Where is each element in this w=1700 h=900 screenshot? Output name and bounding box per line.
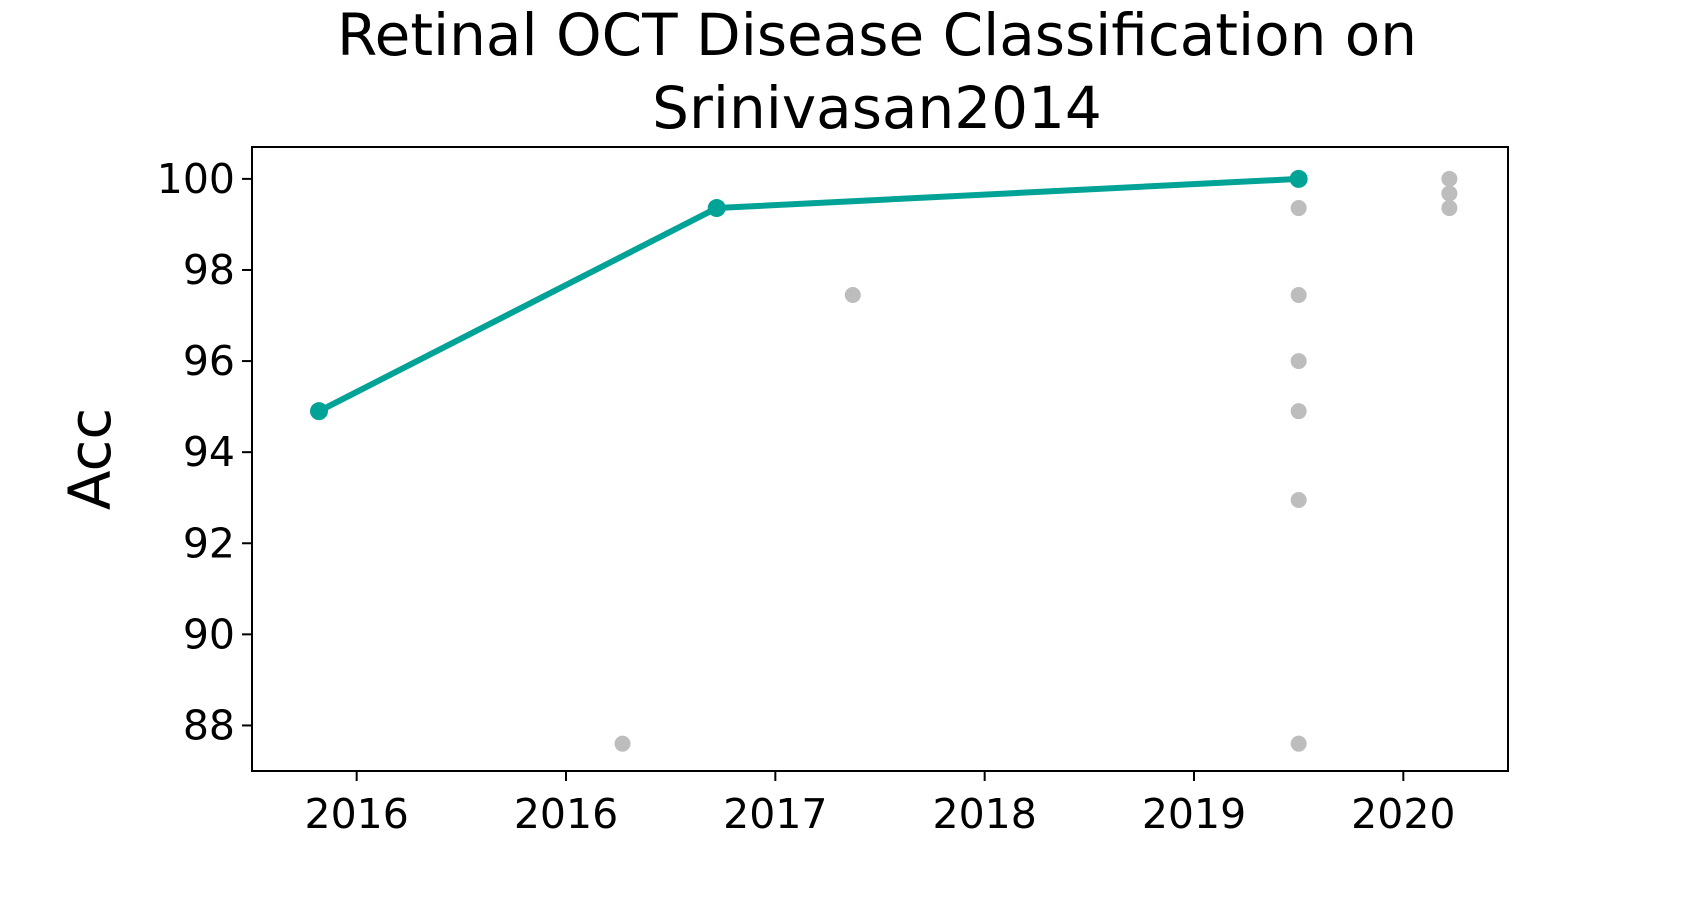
other-result-point bbox=[1290, 735, 1307, 752]
other-result-point bbox=[844, 287, 861, 304]
y-tick-label: 92 bbox=[183, 519, 235, 567]
other-result-point bbox=[1290, 403, 1307, 420]
y-tick-label: 100 bbox=[157, 155, 235, 203]
plot-frame bbox=[251, 146, 1509, 772]
y-tick-label: 98 bbox=[183, 246, 235, 294]
sota-point bbox=[707, 199, 726, 218]
y-tick-label: 96 bbox=[183, 337, 235, 385]
other-result-point bbox=[1441, 200, 1458, 217]
x-axis: 2016 2016 2017 2018 2019 2020 bbox=[304, 771, 1456, 838]
plot-area bbox=[309, 169, 1458, 752]
other-result-point bbox=[1441, 170, 1458, 187]
chart-title-line-1: Retinal OCT Disease Classification on bbox=[337, 1, 1417, 69]
x-tick-label: 2020 bbox=[1351, 790, 1455, 838]
sota-line bbox=[317, 175, 1299, 414]
other-result-point bbox=[1290, 353, 1307, 370]
other-result-point bbox=[1290, 491, 1307, 508]
other-result-point bbox=[1290, 287, 1307, 304]
chart-title-line-2: Srinivasan2014 bbox=[652, 74, 1102, 142]
sota-point bbox=[1289, 169, 1308, 188]
y-tick-label: 88 bbox=[183, 701, 235, 749]
x-tick-label: 2019 bbox=[1142, 790, 1246, 838]
x-tick-label: 2016 bbox=[304, 790, 408, 838]
y-tick-label: 90 bbox=[183, 610, 235, 658]
sota-point bbox=[309, 402, 328, 421]
x-tick-label: 2016 bbox=[514, 790, 618, 838]
other-result-point bbox=[1290, 200, 1307, 217]
other-result-point bbox=[1441, 185, 1458, 202]
y-axis: 88 90 92 94 96 98 100 bbox=[157, 155, 252, 749]
x-tick-label: 2018 bbox=[932, 790, 1036, 838]
x-tick-label: 2017 bbox=[723, 790, 827, 838]
other-result-point bbox=[614, 735, 631, 752]
y-tick-label: 94 bbox=[183, 428, 235, 476]
y-axis-label: Acc bbox=[56, 408, 124, 510]
